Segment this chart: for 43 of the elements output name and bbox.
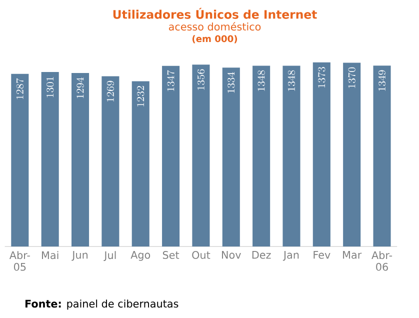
bar xyxy=(102,76,120,247)
data-label: 1349 xyxy=(378,70,386,92)
data-label: 1287 xyxy=(16,78,24,100)
bar xyxy=(162,66,180,247)
x-tick-label: Jul xyxy=(104,251,116,262)
x-tick-label: Out xyxy=(192,251,210,260)
bar xyxy=(312,62,330,247)
chart-subtitle: acesso doméstico xyxy=(168,22,261,31)
data-label: 1334 xyxy=(227,72,235,94)
data-label: 1356 xyxy=(197,69,205,90)
bar xyxy=(343,62,361,247)
data-label: 1347 xyxy=(167,70,174,92)
data-label: 1373 xyxy=(318,67,326,88)
data-label: 1301 xyxy=(46,77,54,98)
bar xyxy=(72,73,90,247)
x-tick-label: Ago xyxy=(130,251,150,261)
data-label: 1348 xyxy=(288,70,296,92)
x-tick-label: Nov xyxy=(222,251,241,259)
bar xyxy=(222,68,240,247)
x-tick-label: Dez xyxy=(252,251,271,259)
data-label: 1294 xyxy=(76,78,84,98)
bar xyxy=(282,66,300,247)
bar xyxy=(132,81,150,247)
x-tick-label: Mai xyxy=(42,251,58,260)
data-label: 1232 xyxy=(137,86,144,107)
x-tick-label: Jun xyxy=(72,251,88,261)
text: Fonte: painel de cibernautas xyxy=(25,300,178,310)
chart-title: Utilizadores Únicos de Internet xyxy=(113,8,317,20)
data-label: 1348 xyxy=(258,70,265,92)
x-tick-label: Mar xyxy=(343,251,362,259)
data-label: 1370 xyxy=(348,68,356,88)
x-tick-label: Abr-06 xyxy=(372,251,392,271)
data-label: 1269 xyxy=(106,81,114,102)
bar xyxy=(252,66,270,247)
x-tick-label: Jan xyxy=(282,251,299,261)
bar xyxy=(41,72,59,247)
text: (em 000) xyxy=(192,35,238,44)
bar xyxy=(373,66,391,247)
x-tick-label: Abr-05 xyxy=(9,251,30,271)
x-tick-label: Set xyxy=(162,251,180,260)
bar xyxy=(11,74,29,247)
bar xyxy=(192,64,210,247)
x-tick-label: Fev xyxy=(314,251,330,259)
